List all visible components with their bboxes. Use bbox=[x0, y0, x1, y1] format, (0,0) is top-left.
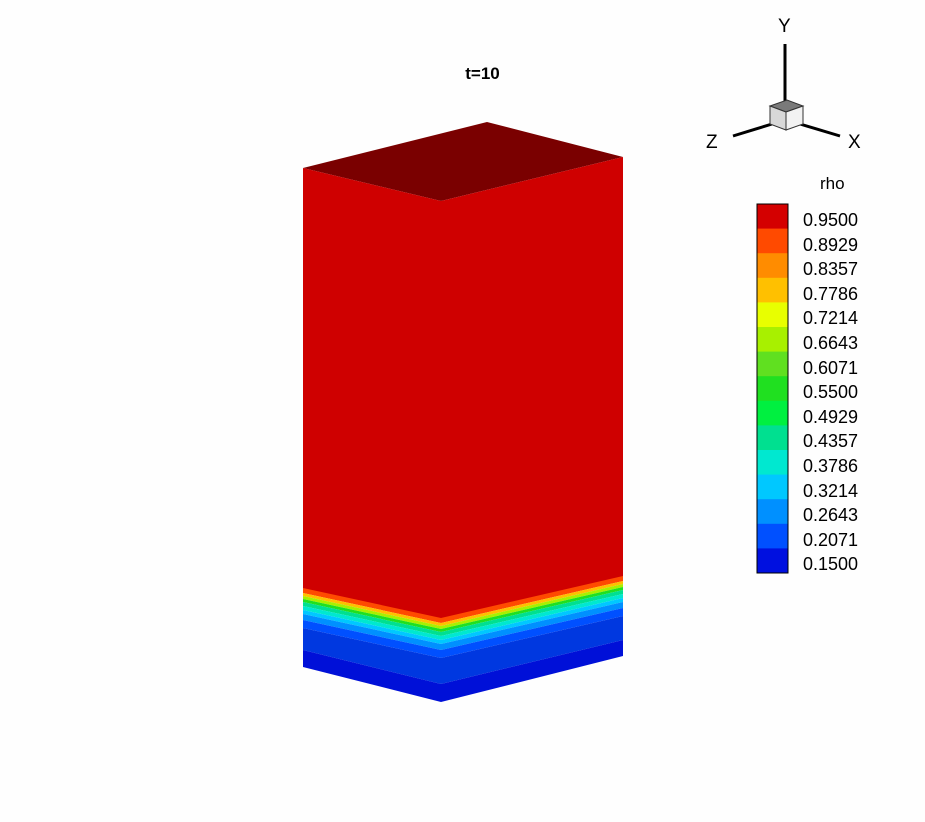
legend-swatch bbox=[757, 228, 788, 254]
legend-swatch bbox=[757, 450, 788, 476]
legend-level-label: 0.4929 bbox=[803, 406, 859, 427]
legend-level-label: 0.3786 bbox=[803, 456, 859, 476]
legend-swatch bbox=[757, 376, 788, 402]
triad-cube-right bbox=[785, 105, 804, 131]
axes-triad bbox=[732, 44, 841, 138]
legend-swatch bbox=[757, 351, 788, 377]
legend-level-label: 0.4357 bbox=[803, 431, 859, 452]
legend-level-label: 0.8929 bbox=[803, 234, 859, 255]
density-column bbox=[303, 122, 623, 702]
legend-swatch bbox=[757, 523, 788, 549]
legend-swatch bbox=[757, 327, 788, 353]
column-right-face bbox=[441, 157, 623, 620]
legend-level-label: 0.3214 bbox=[803, 480, 859, 501]
column-top-face bbox=[303, 122, 623, 201]
legend-level-label: 0.5500 bbox=[803, 382, 859, 403]
legend-title: rho bbox=[820, 174, 845, 193]
contour-bands bbox=[303, 576, 623, 702]
legend-swatch bbox=[757, 548, 788, 574]
legend-level-label: 0.6643 bbox=[803, 333, 859, 353]
legend-level-label: 0.1500 bbox=[803, 554, 859, 575]
legend-color-bar bbox=[756, 203, 789, 574]
x-axis-line bbox=[799, 122, 841, 138]
z-axis-line bbox=[732, 122, 773, 138]
legend-swatch bbox=[757, 474, 788, 500]
legend-outline bbox=[756, 203, 789, 574]
legend-swatch bbox=[757, 277, 788, 303]
legend-level-label: 0.9500 bbox=[803, 210, 859, 230]
legend-swatch bbox=[757, 425, 788, 451]
legend-level-label: 0.2643 bbox=[803, 505, 859, 526]
legend-level-label: 0.6071 bbox=[803, 357, 859, 378]
column-left-face bbox=[303, 168, 441, 620]
legend-level-label: 0.7786 bbox=[803, 283, 859, 304]
legend-level-label: 0.7214 bbox=[803, 308, 859, 329]
z-axis-label: Z bbox=[706, 132, 718, 153]
legend-swatch bbox=[757, 400, 788, 426]
legend-level-label: 0.8357 bbox=[803, 259, 859, 280]
y-axis-label: Y bbox=[778, 16, 791, 37]
legend-level-label: 0.2071 bbox=[803, 529, 859, 550]
legend-swatch bbox=[757, 204, 788, 230]
legend-swatch bbox=[757, 302, 788, 328]
legend-swatch bbox=[757, 499, 788, 525]
x-axis-label: X bbox=[848, 132, 861, 153]
legend-swatch bbox=[757, 253, 788, 279]
